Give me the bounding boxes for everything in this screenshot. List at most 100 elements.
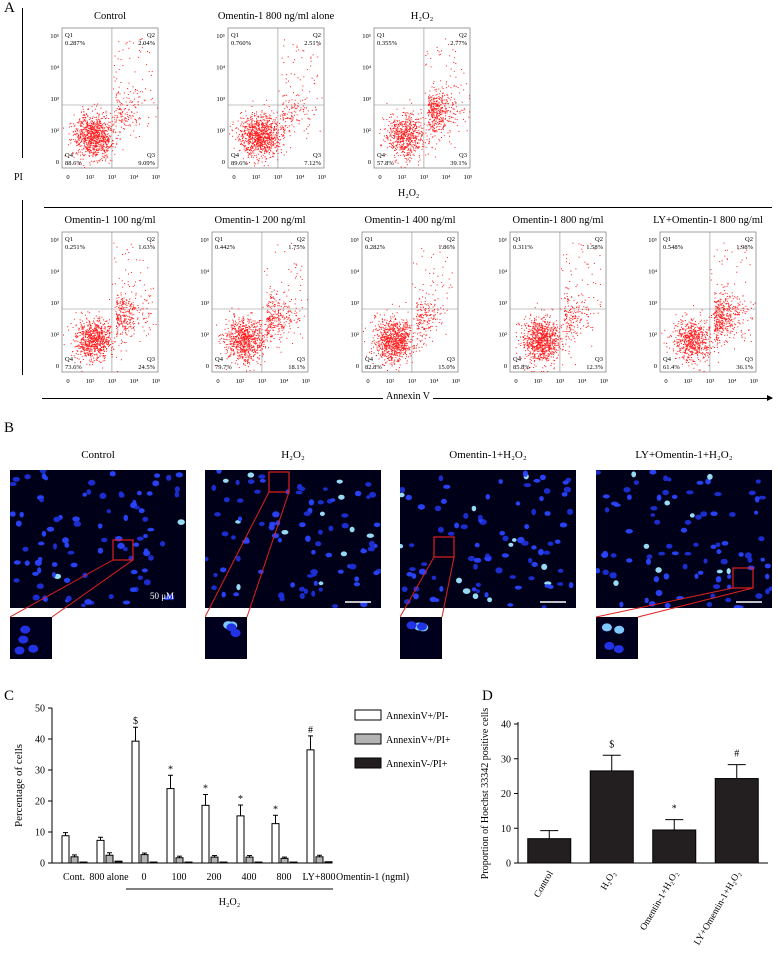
flow-event <box>264 146 265 148</box>
flow-event <box>72 339 74 341</box>
flow-event <box>101 135 103 137</box>
flow-event <box>267 136 269 138</box>
flow-event <box>420 139 422 141</box>
flow-event <box>284 326 285 328</box>
flow-event <box>101 158 103 160</box>
flow-event <box>116 137 118 139</box>
flow-event <box>456 40 458 42</box>
flow-event <box>91 151 92 153</box>
flow-event <box>243 142 245 144</box>
flow-event <box>386 136 388 138</box>
flow-event <box>89 353 90 355</box>
flow-event <box>289 131 291 133</box>
flow-event <box>269 152 270 153</box>
flow-event <box>106 154 108 156</box>
flow-event <box>432 117 433 119</box>
flow-event <box>116 336 118 338</box>
flow-event <box>433 119 435 121</box>
flow-event <box>132 286 134 287</box>
flow-event <box>142 312 144 314</box>
flow-event <box>120 300 122 302</box>
flow-event <box>80 121 82 123</box>
flow-event <box>282 110 284 112</box>
flow-event <box>116 325 117 327</box>
flow-event <box>405 129 407 131</box>
flow-event <box>88 125 90 127</box>
flow-event <box>261 140 263 142</box>
flow-event <box>261 130 263 132</box>
flow-event <box>256 145 258 147</box>
flow-event <box>399 149 401 151</box>
flow-event <box>90 330 92 331</box>
flow-event <box>140 39 142 40</box>
flow-event <box>401 136 403 138</box>
flow-event <box>95 338 97 340</box>
flow-event <box>237 137 239 139</box>
flow-event <box>453 108 455 110</box>
flow-event <box>115 261 117 263</box>
flow-event <box>105 129 107 131</box>
flow-event <box>437 110 439 112</box>
flow-event <box>136 310 138 312</box>
flow-event <box>420 112 422 114</box>
flow-event <box>97 154 99 156</box>
flow-event <box>102 127 104 128</box>
flow-event <box>434 116 436 118</box>
flow-event <box>270 149 271 151</box>
flow-event <box>288 130 290 132</box>
flow-event <box>70 122 72 124</box>
flow-event <box>96 344 98 346</box>
flow-event <box>449 110 451 112</box>
flow-event <box>419 132 421 134</box>
flow-event <box>404 146 406 148</box>
flow-event <box>247 351 249 352</box>
flow-event <box>262 123 264 125</box>
flow-event <box>240 142 242 144</box>
flow-event <box>254 125 256 127</box>
flow-event <box>238 334 240 336</box>
flow-event <box>97 141 98 143</box>
flow-event <box>385 137 387 139</box>
flow-event <box>306 107 307 109</box>
flow-event <box>90 339 92 341</box>
flow-event <box>400 147 402 149</box>
quadrant-label-q4: Q4 <box>377 152 386 159</box>
flow-event <box>95 315 97 317</box>
flow-event <box>250 132 252 134</box>
flow-event <box>125 325 127 327</box>
flow-event <box>90 124 92 126</box>
flow-event <box>81 320 83 322</box>
flow-event <box>437 124 439 125</box>
flow-event <box>285 100 287 102</box>
flow-event <box>258 144 260 146</box>
flow-event <box>406 130 408 132</box>
flow-event <box>428 114 430 116</box>
flow-event <box>433 114 435 116</box>
flow-event <box>81 331 83 333</box>
flow-event <box>98 143 100 145</box>
flow-event <box>251 145 253 147</box>
flow-event <box>78 121 80 123</box>
flow-event <box>103 319 104 321</box>
flow-event <box>433 124 435 126</box>
flow-event <box>142 260 144 261</box>
flow-event <box>248 339 249 341</box>
flow-event <box>401 133 403 135</box>
flow-event <box>447 132 449 134</box>
flow-event <box>390 130 392 132</box>
flow-event <box>95 149 97 151</box>
flow-event <box>267 130 269 132</box>
flow-event <box>85 146 86 148</box>
flow-event <box>434 148 436 150</box>
flow-event <box>289 301 291 302</box>
flow-event <box>145 88 146 90</box>
flow-event <box>409 154 411 156</box>
flow-event <box>101 132 103 134</box>
flow-event <box>306 97 308 99</box>
flow-event <box>283 138 285 140</box>
flow-event <box>270 294 272 296</box>
flow-event <box>258 330 260 332</box>
flow-event <box>269 139 271 141</box>
flow-event <box>295 95 297 97</box>
flow-event <box>254 141 256 143</box>
